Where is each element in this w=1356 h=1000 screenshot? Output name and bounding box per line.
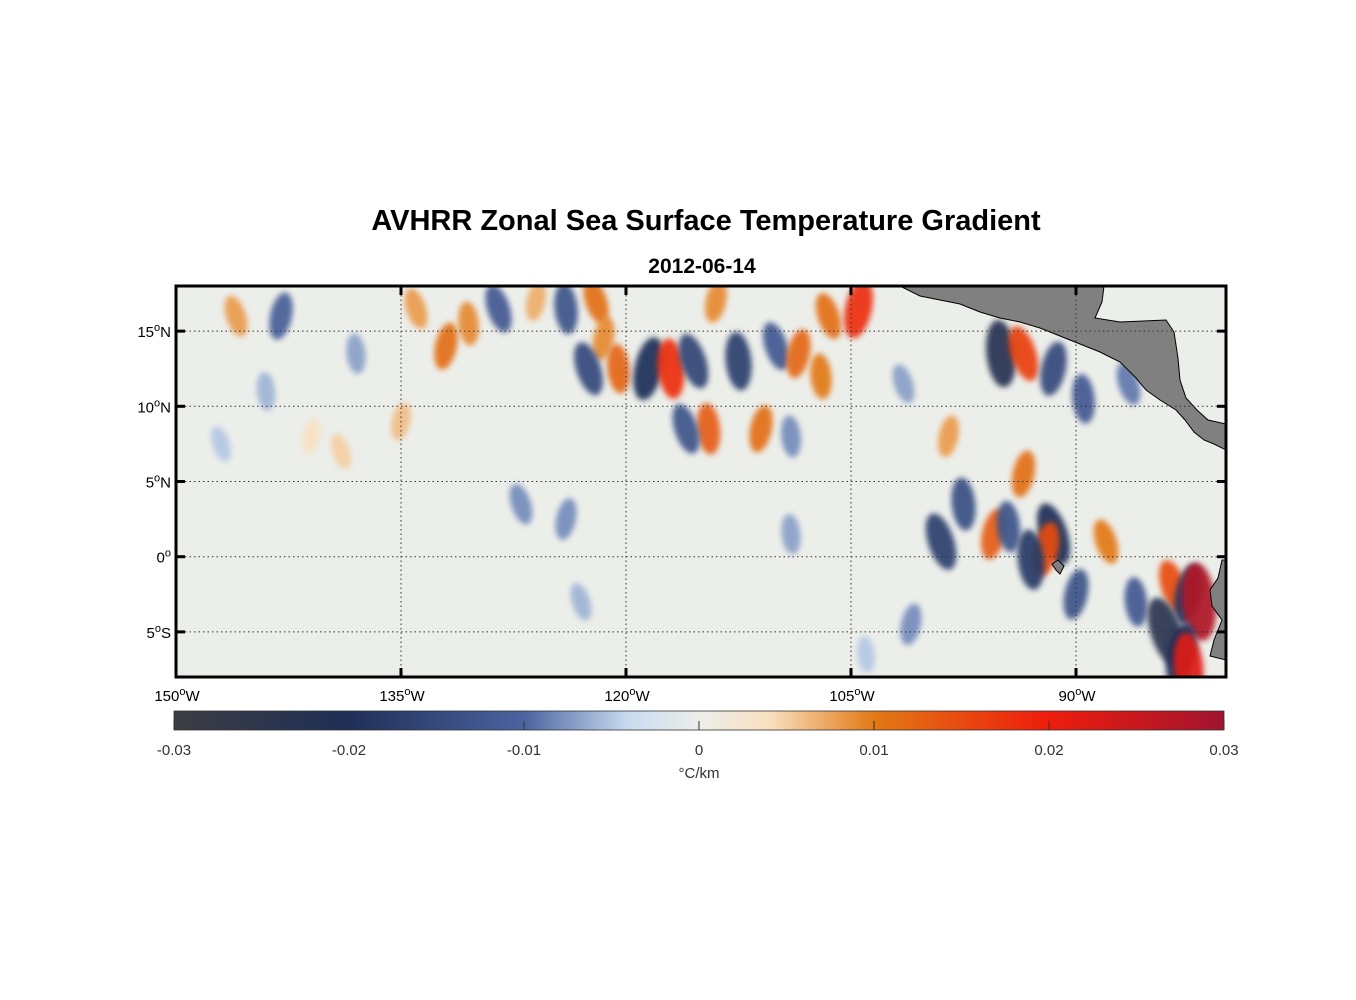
central-america-land (899, 286, 1226, 451)
gradient-feature (925, 513, 957, 570)
x-tick-label: 150oW (154, 686, 200, 705)
chart-subtitle: 2012-06-14 (648, 255, 756, 278)
gradient-feature (937, 415, 960, 458)
gradient-feature (330, 433, 352, 470)
colorbar-ticks: -0.03 -0.02 -0.01 0 0.01 0.02 0.03 (157, 721, 1239, 759)
gradient-field (210, 286, 1217, 677)
gradient-feature (857, 636, 875, 673)
y-tick-label: 0o (157, 548, 171, 567)
gradient-feature (1173, 632, 1204, 677)
gradient-feature (749, 405, 773, 453)
gradient-feature (810, 353, 832, 400)
gradient-feature (574, 342, 603, 396)
x-tick-label: 120oW (604, 686, 650, 705)
gradient-feature (1093, 519, 1119, 564)
gradient-feature (762, 322, 790, 370)
gradient-feature (224, 295, 248, 337)
gradient-feature (786, 329, 811, 379)
gradient-feature (525, 286, 547, 321)
colorbar: -0.03 -0.02 -0.01 0 0.01 0.02 0.03 °C/km (157, 710, 1239, 782)
colorbar-tick-label: 0.02 (1034, 742, 1063, 759)
y-axis: 15oN 10oN 5oN 0o 5oS (137, 322, 171, 642)
gradient-feature (900, 603, 922, 646)
gradient-feature (269, 292, 293, 340)
gradient-feature (1017, 529, 1045, 590)
gradient-feature (1124, 577, 1148, 627)
y-tick-label: 5oN (146, 473, 171, 492)
gradient-feature (696, 403, 721, 455)
gradient-feature (985, 320, 1017, 388)
gradient-feature (781, 415, 801, 458)
x-tick-label: 90oW (1059, 686, 1097, 705)
colorbar-unit-label: °C/km (679, 765, 720, 782)
tick-marks (174, 286, 1226, 677)
gradient-feature (996, 501, 1021, 553)
map-plot-area (174, 284, 1228, 679)
x-tick-label: 105oW (829, 686, 875, 705)
gradient-feature (434, 322, 458, 370)
gradient-feature (583, 286, 609, 325)
gradient-feature (570, 583, 592, 621)
gradient-feature (256, 371, 276, 411)
y-tick-label: 15oN (137, 322, 171, 341)
gradient-feature (1008, 326, 1039, 381)
colorbar-tick-label: -0.01 (507, 742, 541, 759)
gradient-feature (607, 344, 630, 394)
gradient-feature (892, 364, 915, 404)
x-tick-label: 135oW (379, 686, 425, 705)
colorbar-tick-label: -0.03 (157, 742, 191, 759)
y-tick-label: 10oN (137, 397, 171, 416)
gradient-feature (346, 333, 366, 374)
gradient-feature (725, 332, 752, 391)
gradient-feature (672, 404, 700, 454)
gradient-feature (210, 426, 232, 462)
colorbar-tick-label: -0.02 (332, 742, 366, 759)
gradient-feature (1181, 562, 1217, 641)
gradient-feature (458, 301, 479, 346)
gradient-feature (815, 293, 842, 340)
gradient-feature (554, 286, 578, 335)
y-tick-label: 5oS (147, 623, 171, 642)
gradient-feature (657, 338, 685, 399)
gradient-feature (404, 288, 428, 329)
colorbar-tick-label: 0.01 (859, 742, 888, 759)
gradient-feature (485, 286, 512, 333)
colorbar-tick-label: 0 (695, 742, 703, 759)
gradient-feature (705, 286, 727, 323)
x-axis: 150oW 135oW 120oW 105oW 90oW (154, 686, 1096, 705)
gradient-feature (1072, 374, 1095, 424)
gradient-feature (678, 333, 709, 389)
gradient-feature (302, 419, 320, 454)
landmass (899, 286, 1226, 661)
gradient-feature (555, 498, 577, 540)
gradient-feature (1040, 341, 1067, 396)
chart-title: AVHRR Zonal Sea Surface Temperature Grad… (371, 205, 1041, 237)
gradient-feature (592, 316, 615, 361)
gradient-feature (1063, 569, 1089, 620)
colorbar-tick-label: 0.03 (1209, 742, 1238, 759)
gradient-feature (781, 513, 801, 555)
gradient-feature (509, 483, 533, 525)
gradient-feature (951, 477, 976, 531)
galapagos-island (1051, 559, 1065, 575)
south-america-land (1209, 559, 1226, 661)
gradient-feature (1011, 450, 1036, 498)
gradient-feature (633, 337, 664, 401)
